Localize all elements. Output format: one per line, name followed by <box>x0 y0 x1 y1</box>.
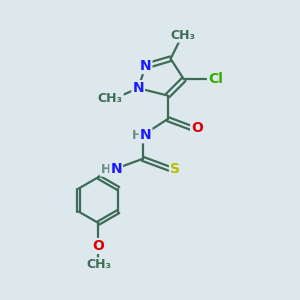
Text: CH₃: CH₃ <box>98 92 123 105</box>
Text: CH₃: CH₃ <box>86 258 111 271</box>
Text: O: O <box>191 121 203 135</box>
Text: N: N <box>140 59 152 73</box>
Text: S: S <box>170 162 180 176</box>
Text: N: N <box>140 128 152 142</box>
Text: H: H <box>132 129 142 142</box>
Text: O: O <box>92 239 104 253</box>
Text: N: N <box>132 81 144 95</box>
Text: N: N <box>110 162 122 176</box>
Text: H: H <box>100 163 111 176</box>
Text: CH₃: CH₃ <box>170 29 195 42</box>
Text: Cl: Cl <box>208 72 223 86</box>
